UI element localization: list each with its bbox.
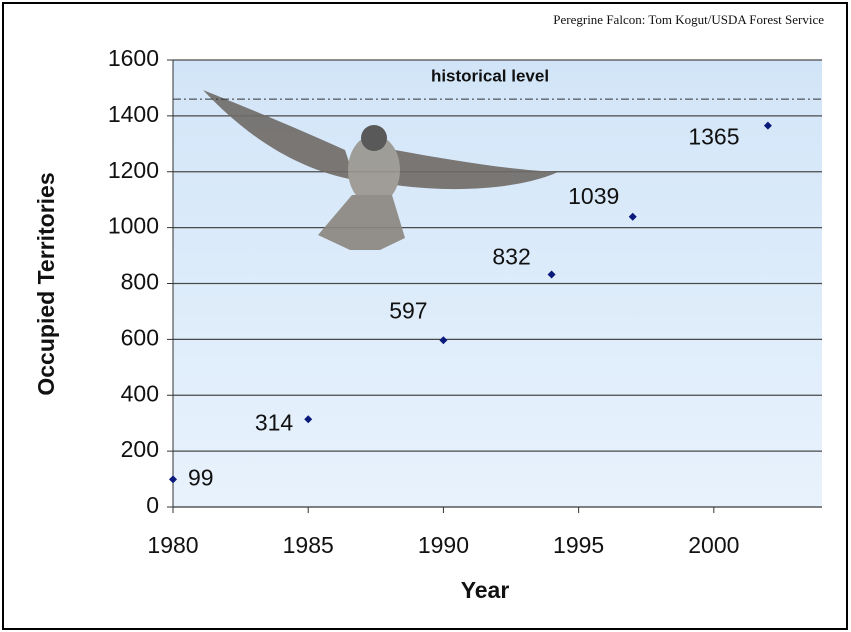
x-tick-label: 1995 [553, 532, 604, 558]
y-axis-title: Occupied Territories [33, 172, 59, 395]
credit: Peregrine Falcon: Tom Kogut/USDA Forest … [553, 12, 824, 27]
data-label: 314 [255, 409, 294, 435]
data-label: 1039 [568, 183, 619, 209]
x-tick-label: 2000 [688, 532, 739, 558]
y-tick-label: 400 [121, 380, 159, 406]
chart: historical level Peregrine Falcon: Tom K… [0, 0, 851, 632]
data-label: 1365 [688, 124, 739, 150]
y-tick-label: 0 [146, 492, 159, 518]
reference-label: historical level [431, 66, 549, 85]
data-label: 832 [492, 244, 530, 270]
data-label: 597 [389, 297, 427, 323]
x-tick-label: 1990 [418, 532, 469, 558]
y-tick-label: 800 [121, 269, 159, 295]
y-tick-label: 1400 [108, 101, 159, 127]
y-tick-label: 1600 [108, 45, 159, 71]
x-axis-title: Year [461, 577, 510, 603]
y-tick-label: 1200 [108, 157, 159, 183]
x-tick-label: 1980 [147, 532, 198, 558]
x-tick-label: 1985 [283, 532, 334, 558]
y-tick-label: 600 [121, 324, 159, 350]
y-tick-label: 200 [121, 436, 159, 462]
data-label: 99 [188, 464, 214, 490]
y-tick-label: 1000 [108, 213, 159, 239]
